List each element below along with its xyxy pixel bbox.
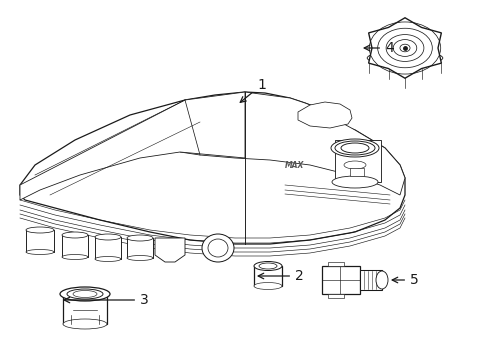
Text: 1: 1 [240,78,266,102]
Bar [63,294,107,324]
Text: MAX: MAX [285,161,305,170]
Ellipse shape [332,176,378,188]
Ellipse shape [344,161,366,169]
Ellipse shape [26,249,54,255]
Ellipse shape [202,234,234,262]
Ellipse shape [254,261,282,270]
Polygon shape [368,18,441,78]
Bar [328,294,344,298]
Polygon shape [20,92,405,244]
Ellipse shape [367,51,443,65]
Text: 4: 4 [364,41,394,55]
Ellipse shape [331,139,379,157]
Text: 2: 2 [258,269,304,283]
Bar [335,140,381,182]
Ellipse shape [62,232,88,238]
Polygon shape [298,102,352,128]
Bar [360,270,382,290]
Ellipse shape [127,235,153,241]
Ellipse shape [95,234,121,240]
Ellipse shape [376,271,388,289]
Bar [328,262,344,266]
Bar [26,230,54,252]
Ellipse shape [26,227,54,233]
Ellipse shape [73,291,97,297]
Ellipse shape [127,256,153,261]
Polygon shape [20,92,245,200]
Ellipse shape [254,283,282,289]
Text: 5: 5 [392,273,419,287]
Bar [350,168,364,176]
Ellipse shape [63,319,107,329]
Polygon shape [155,238,185,262]
Ellipse shape [60,287,110,301]
Bar [254,266,282,286]
Ellipse shape [67,289,103,299]
Bar [95,237,121,259]
Bar [62,235,88,257]
Ellipse shape [335,141,375,155]
Ellipse shape [95,256,121,261]
Bar [127,238,153,258]
Ellipse shape [208,239,228,257]
Bar [322,266,360,294]
Text: 3: 3 [64,293,149,307]
Ellipse shape [341,143,369,153]
Polygon shape [180,92,405,195]
Ellipse shape [62,255,88,260]
Ellipse shape [259,263,277,269]
